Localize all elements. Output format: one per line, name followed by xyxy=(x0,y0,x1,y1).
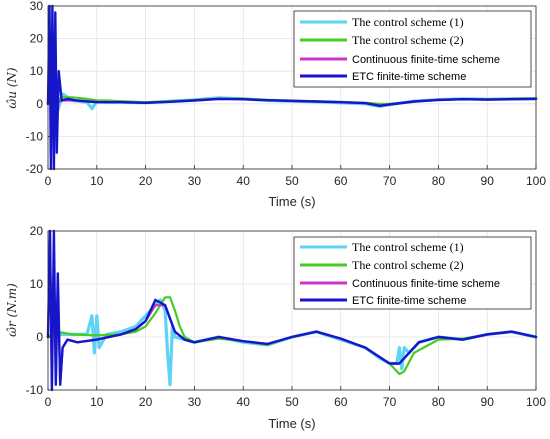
y-axis-label-bottom: ω̂r (N.m) xyxy=(5,283,19,337)
legend-label-top-4: ETC finite-time scheme xyxy=(352,71,466,83)
ticks-top: 0 10 20 30 40 50 60 70 80 90 100 -20 -10 0 10 20 30 xyxy=(26,0,547,188)
y-tick-label: -10 xyxy=(26,129,44,143)
y-tick-label: 0 xyxy=(36,330,43,344)
y-tick-label: 0 xyxy=(36,97,43,111)
legend-label-bottom-2: The control scheme (2) xyxy=(352,258,464,272)
series-group-top xyxy=(46,4,538,171)
x-tick-label: 40 xyxy=(237,174,251,188)
x-axis-label-top: Time (s) xyxy=(268,194,315,209)
series-group-bottom xyxy=(46,229,538,392)
x-tick-label: 100 xyxy=(526,174,546,188)
x-tick-label: 20 xyxy=(139,174,153,188)
legend-top: The control scheme (1) The control schem… xyxy=(293,10,532,88)
legend-label-bottom-1: The control scheme (1) xyxy=(352,240,464,254)
x-tick-label: 40 xyxy=(237,395,251,409)
x-tick-label: 0 xyxy=(45,174,52,188)
y-tick-label: 30 xyxy=(30,0,44,13)
x-tick-label: 50 xyxy=(285,174,299,188)
legend-box-top xyxy=(293,10,532,88)
legend-box-bottom xyxy=(293,236,532,310)
x-tick-label: 60 xyxy=(334,174,348,188)
x-tick-label: 10 xyxy=(90,174,104,188)
x-tick-label: 100 xyxy=(526,395,546,409)
x-tick-label: 30 xyxy=(188,174,202,188)
legend-label-bottom-4: ETC finite-time scheme xyxy=(352,295,466,307)
x-tick-label: 70 xyxy=(383,174,397,188)
series-line-4 xyxy=(46,229,538,392)
x-tick-label: 60 xyxy=(334,395,348,409)
x-tick-label: 10 xyxy=(90,395,104,409)
x-tick-label: 0 xyxy=(45,395,52,409)
x-tick-label: 90 xyxy=(481,174,495,188)
series-line-4 xyxy=(46,4,538,171)
legend-bottom: The control scheme (1) The control schem… xyxy=(293,236,532,310)
y-tick-label: 10 xyxy=(30,277,44,291)
y-axis-label-top: ω̂u (N) xyxy=(5,67,19,109)
y-tick-label: -20 xyxy=(26,162,44,176)
x-tick-label: 50 xyxy=(285,395,299,409)
legend-label-top-3: Continuous finite-time scheme xyxy=(352,54,500,66)
legend-label-bottom-3: Continuous finite-time scheme xyxy=(352,278,500,290)
y-tick-label: 10 xyxy=(30,64,44,78)
legend-label-top-2: The control scheme (2) xyxy=(352,33,464,47)
legend-label-top-1: The control scheme (1) xyxy=(352,15,464,29)
x-tick-label: 20 xyxy=(139,395,153,409)
y-tick-label: 20 xyxy=(30,224,44,238)
x-axis-label-bottom: Time (s) xyxy=(268,416,315,431)
x-tick-label: 70 xyxy=(383,395,397,409)
y-tick-label: -10 xyxy=(26,383,44,397)
y-tick-label: 20 xyxy=(30,32,44,46)
x-tick-label: 90 xyxy=(481,395,495,409)
x-tick-label: 80 xyxy=(432,395,446,409)
x-tick-label: 30 xyxy=(188,395,202,409)
x-tick-label: 80 xyxy=(432,174,446,188)
panel-top: 0 10 20 30 40 50 60 70 80 90 100 -20 -10 0 10 20 30 Time… xyxy=(5,0,546,209)
